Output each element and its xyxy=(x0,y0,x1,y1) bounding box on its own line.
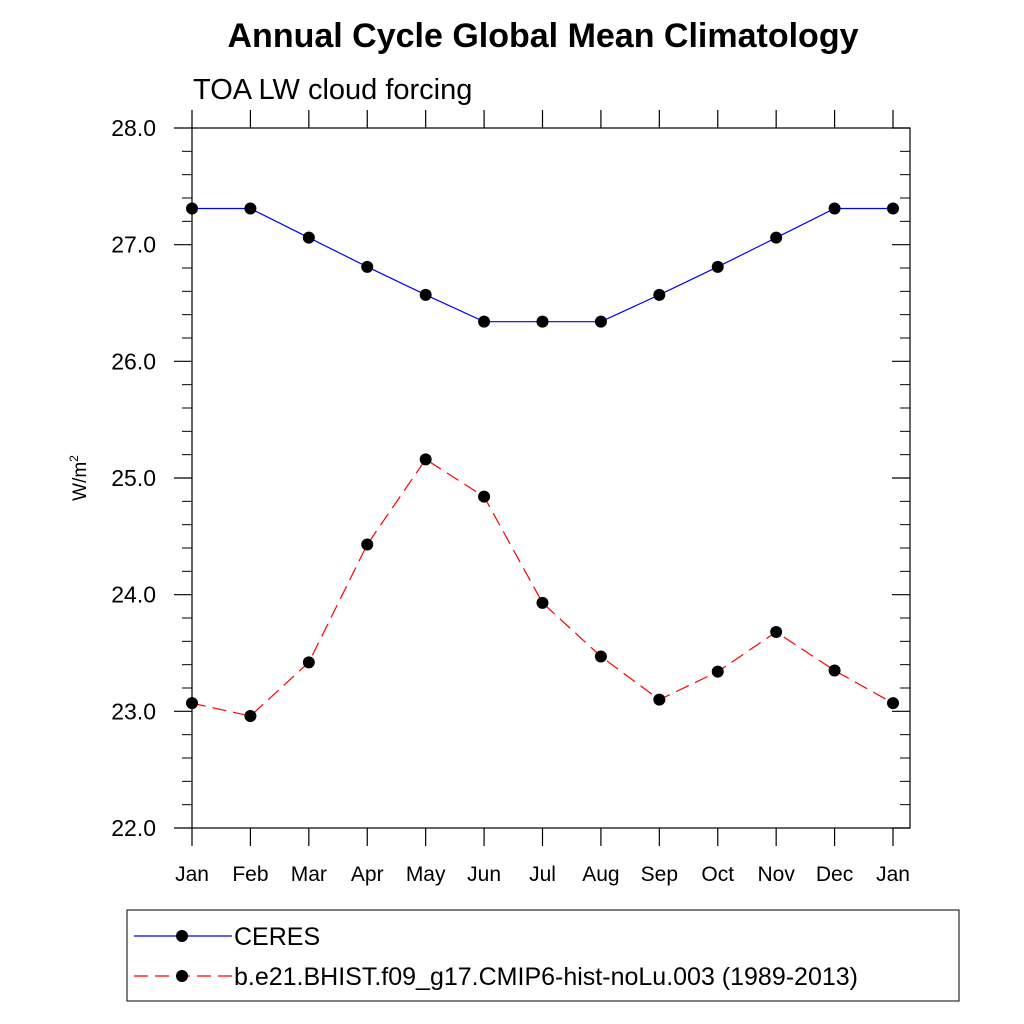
y-tick-label: 22.0 xyxy=(111,815,156,841)
x-tick-label: Aug xyxy=(582,863,619,886)
plot-frame xyxy=(191,127,911,829)
y-tick-label: 23.0 xyxy=(111,698,156,724)
data-point-series-0 xyxy=(828,202,841,215)
data-point-series-0 xyxy=(302,231,315,244)
y-tick-label: 28.0 xyxy=(111,115,156,141)
chart-title: Annual Cycle Global Mean Climatology xyxy=(228,17,859,55)
data-point-series-1 xyxy=(828,664,841,677)
legend-marker-ceres xyxy=(176,930,188,942)
x-tick-label: Feb xyxy=(232,863,268,886)
data-point-series-1 xyxy=(536,596,549,609)
series-line-0 xyxy=(192,207,893,323)
y-axis-label-superscript: 2 xyxy=(67,455,81,462)
series-line-1 xyxy=(191,458,894,717)
y-tick-label: 24.0 xyxy=(111,582,156,608)
x-tick-label: Mar xyxy=(291,863,327,886)
legend-box xyxy=(126,909,960,1002)
data-point-series-0 xyxy=(244,202,257,215)
x-tick-label: Jan xyxy=(876,863,910,886)
series-layer xyxy=(186,202,899,722)
data-point-series-1 xyxy=(419,453,432,466)
chart-subtitle: TOA LW cloud forcing xyxy=(193,74,472,106)
data-point-series-0 xyxy=(478,315,491,328)
x-tick-label: Jan xyxy=(175,863,209,886)
data-point-series-1 xyxy=(244,710,257,722)
y-axis-label: W/m2 xyxy=(67,455,91,501)
legend-label-model: b.e21.BHIST.f09_g17.CMIP6-hist-noLu.003 … xyxy=(234,963,858,991)
data-point-series-0 xyxy=(419,288,432,301)
data-point-series-1 xyxy=(653,693,666,706)
x-tick-label: Apr xyxy=(351,863,384,886)
data-point-series-1 xyxy=(770,626,783,638)
x-tick-label: Oct xyxy=(701,863,734,886)
data-point-series-1 xyxy=(594,650,607,663)
data-point-series-1 xyxy=(302,656,315,669)
legend-label-ceres: CERES xyxy=(234,923,320,951)
data-point-series-0 xyxy=(887,202,899,215)
y-axis-label-text: W/m xyxy=(70,462,91,501)
x-tick-label: Jul xyxy=(529,863,556,886)
legend: CERES b.e21.BHIST.f09_g17.CMIP6-hist-noL… xyxy=(126,909,960,1002)
x-tick-labels: Jan Feb Mar Apr May Jun Jul Aug Sep Oct Nov Dec Jan xyxy=(175,863,910,886)
y-tick-labels: 22.0 23.0 24.0 25.0 26.0 27.0 28.0 xyxy=(111,115,156,841)
x-tick-label: Dec xyxy=(816,863,853,886)
data-point-series-0 xyxy=(536,315,549,328)
data-point-series-0 xyxy=(711,260,724,273)
data-point-series-0 xyxy=(653,288,666,301)
data-point-series-1 xyxy=(361,538,374,551)
data-point-series-1 xyxy=(887,697,899,710)
y-tick-label: 26.0 xyxy=(111,348,156,374)
x-tick-label: Nov xyxy=(757,863,795,886)
data-point-series-0 xyxy=(594,315,607,328)
axis-ticks-layer xyxy=(174,110,910,846)
x-tick-label: Jun xyxy=(467,863,501,886)
legend-marker-model xyxy=(176,970,188,982)
y-tick-label: 25.0 xyxy=(111,465,156,491)
data-point-series-0 xyxy=(770,231,783,244)
x-tick-label: Sep xyxy=(641,863,678,886)
data-point-series-0 xyxy=(361,260,374,273)
data-point-series-1 xyxy=(711,665,724,678)
y-tick-label: 27.0 xyxy=(111,232,156,258)
data-point-series-1 xyxy=(478,490,491,503)
x-tick-label: May xyxy=(406,863,446,886)
